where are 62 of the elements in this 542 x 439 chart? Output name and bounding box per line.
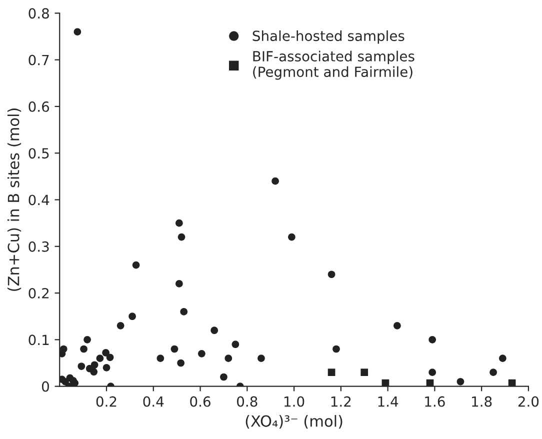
point <box>428 336 436 344</box>
point <box>90 368 98 376</box>
point <box>456 378 464 386</box>
point <box>116 322 124 330</box>
x-tick-label: 1.2 <box>331 396 351 407</box>
x-tick-label: 1.0 <box>284 396 304 407</box>
y-tick-label: 0.3 <box>28 241 49 252</box>
point <box>170 345 178 353</box>
x-tick-label: 0.2 <box>96 396 116 407</box>
point <box>156 354 164 362</box>
point <box>132 261 140 269</box>
point <box>394 322 401 330</box>
point <box>360 368 368 376</box>
point <box>232 340 240 348</box>
point <box>328 270 336 278</box>
point <box>176 280 183 288</box>
point <box>210 326 218 334</box>
point <box>176 219 183 227</box>
point <box>78 362 86 370</box>
point <box>220 373 228 381</box>
point <box>74 28 82 36</box>
point <box>224 354 232 362</box>
point <box>498 354 506 362</box>
point <box>428 368 436 376</box>
x-tick-label: 0.6 <box>190 396 210 407</box>
point <box>102 364 110 372</box>
y-tick-label: 0.4 <box>28 194 50 206</box>
y-tick-label: 0.1 <box>28 334 49 346</box>
x-tick-label: 2.0 <box>518 396 539 407</box>
legend-label: Shale-hosted samples <box>252 30 404 44</box>
y-tick-label: 0.2 <box>28 288 49 299</box>
y-tick-label: 0.6 <box>28 101 50 112</box>
point <box>272 177 279 185</box>
x-tick-label: 1.8 <box>472 396 492 407</box>
point <box>490 368 497 376</box>
y-tick-label: 0.7 <box>28 54 49 66</box>
point <box>258 354 265 362</box>
y-tick-label: 0.8 <box>28 8 49 19</box>
point <box>106 354 114 362</box>
x-tick-label: 0.4 <box>143 396 164 407</box>
point <box>128 312 136 320</box>
point <box>80 345 88 353</box>
y-tick-label: 0.5 <box>28 148 49 159</box>
point <box>198 350 206 358</box>
x-tick-label: 1.6 <box>425 396 445 407</box>
point <box>178 233 186 241</box>
point <box>60 345 68 353</box>
point <box>332 345 340 353</box>
y-tick-label: 0 <box>42 381 49 392</box>
point <box>102 349 110 356</box>
point <box>180 308 188 316</box>
x-tick-label: 0.8 <box>237 396 258 407</box>
x-tick-label: 1.4 <box>378 396 398 407</box>
legend-label: BIF-associated samples (Pegmont and Fairmile) <box>253 50 414 80</box>
point <box>288 233 296 241</box>
point <box>84 336 91 344</box>
point <box>328 368 336 376</box>
y-axis-title: (Zn+Cu) in B sites (mol) <box>7 108 22 291</box>
x-axis-title: (XO₄)³⁻ (mol) <box>246 415 342 429</box>
point <box>177 359 184 367</box>
point <box>96 354 104 362</box>
point <box>90 361 98 369</box>
